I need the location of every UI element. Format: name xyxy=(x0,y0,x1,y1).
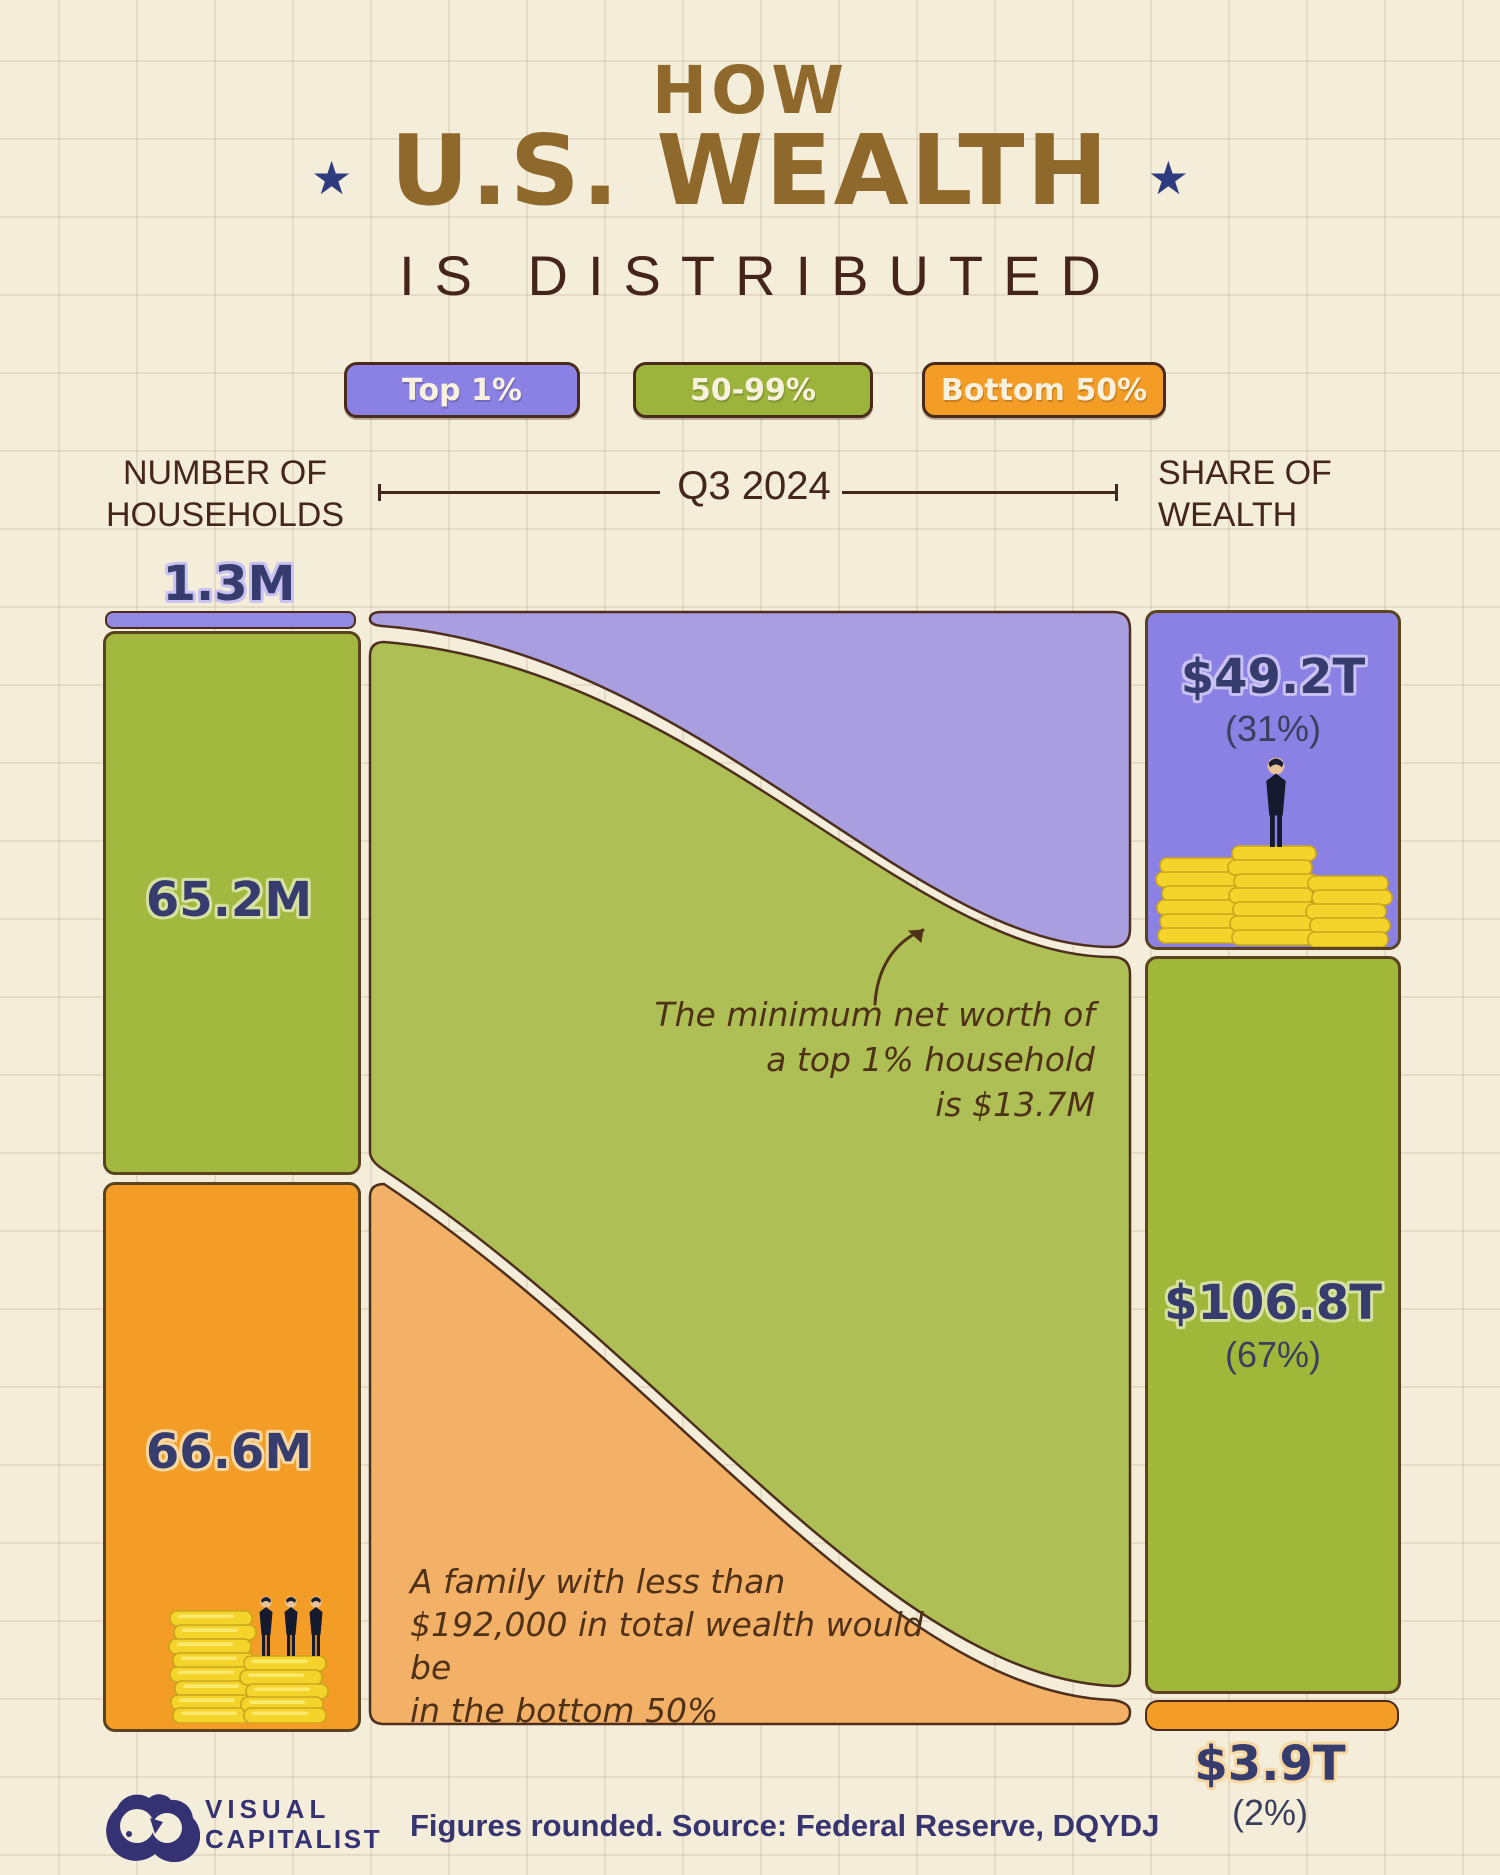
wealth-top1-share: (31%) xyxy=(1224,708,1322,749)
annotation-top-line3: is $13.7M xyxy=(935,1085,1095,1124)
flow-top1 xyxy=(368,610,1132,949)
right-axis-header: SHARE OF WEALTH xyxy=(1158,452,1418,536)
legend-badge-top1: Top 1% xyxy=(344,362,580,418)
title-subtitle: IS DISTRIBUTED xyxy=(399,244,1121,307)
wealth-top1-block: $49.2T (31%) xyxy=(1145,610,1401,950)
annotation-top-line1: The minimum net worth of xyxy=(654,995,1095,1034)
left-axis-line1: NUMBER OF xyxy=(123,454,327,492)
flow-50-99 xyxy=(368,640,1132,1688)
star-left-icon: ★ xyxy=(310,150,353,205)
visual-capitalist-logo-icon xyxy=(106,1794,200,1862)
wealth-bottom-bar xyxy=(1145,1700,1399,1731)
left-axis-line2: HOUSEHOLDS xyxy=(105,496,345,534)
right-axis-line2: WEALTH xyxy=(1158,496,1298,534)
wealth-mid-block: $106.8T (67%) xyxy=(1145,956,1401,1694)
annotation-bottom-line1: A family with less than xyxy=(410,1562,786,1601)
star-right-icon: ★ xyxy=(1147,150,1190,205)
households-bottom-label: 66.6M xyxy=(145,1424,313,1480)
households-top1-bar xyxy=(105,611,356,629)
coins-person-illustration-top xyxy=(1155,757,1393,947)
annotation-bottom-line2: $192,000 in total wealth would be xyxy=(410,1605,924,1687)
annotation-top-line2: a top 1% household xyxy=(766,1040,1095,1079)
page-title: U.S. WEALTH xyxy=(390,114,1110,227)
period-tick-right xyxy=(1115,484,1118,501)
wealth-top1-value: $49.2T xyxy=(1180,649,1366,705)
households-mid-bar xyxy=(103,631,361,1175)
sankey-flows xyxy=(368,610,1132,1726)
flow-bottom50 xyxy=(368,1182,1132,1726)
brand-name-line1: VISUAL xyxy=(205,1794,331,1824)
wealth-bottom-share: (2%) xyxy=(1231,1792,1308,1833)
period-line-left xyxy=(378,491,660,494)
legend-badge-bottom50: Bottom 50% xyxy=(922,362,1166,418)
source-note: Figures rounded. Source: Federal Reserve… xyxy=(410,1808,1160,1843)
curved-arrow-icon xyxy=(873,928,925,1006)
wealth-mid-value: $106.8T xyxy=(1164,1275,1382,1331)
main-title-row: ★ U.S. WEALTH ★ xyxy=(0,122,1500,219)
households-top1-label: 1.3M xyxy=(162,556,296,612)
title-kicker: HOW xyxy=(651,52,849,129)
wealth-mid-share: (67%) xyxy=(1224,1334,1322,1375)
period-line-right xyxy=(842,491,1118,494)
coins-people-illustration-bottom xyxy=(168,1596,329,1723)
wealth-bottom-value: $3.9T xyxy=(1194,1736,1346,1792)
annotation-top1-networth: The minimum net worth of a top 1% househ… xyxy=(560,992,1095,1127)
brand-name-line2: CAPITALIST xyxy=(205,1824,383,1854)
legend-badge-50-99: 50-99% xyxy=(633,362,873,418)
households-mid-label: 65.2M xyxy=(145,872,313,928)
period-label: Q3 2024 xyxy=(677,464,831,508)
person-icon xyxy=(1266,757,1286,847)
left-axis-header: NUMBER OF HOUSEHOLDS xyxy=(90,452,360,536)
annotation-bottom50-wealth: A family with less than $192,000 in tota… xyxy=(410,1560,970,1732)
annotation-bottom-line3: in the bottom 50% xyxy=(410,1691,719,1730)
right-axis-line1: SHARE OF xyxy=(1158,454,1332,492)
